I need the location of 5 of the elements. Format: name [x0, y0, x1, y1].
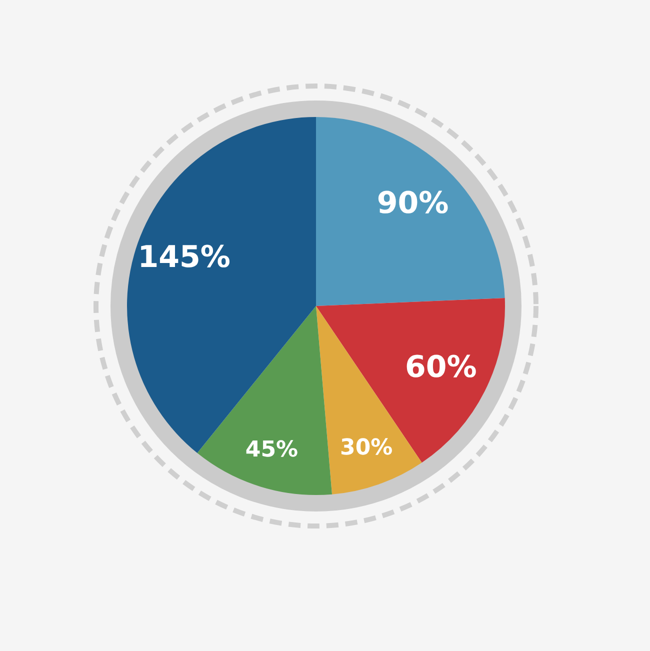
data-label: 145% [138, 240, 230, 276]
data-label: 90% [376, 186, 449, 221]
data-label: 60% [404, 350, 477, 385]
data-label: 30% [340, 435, 393, 460]
data-label: 45% [245, 437, 298, 462]
